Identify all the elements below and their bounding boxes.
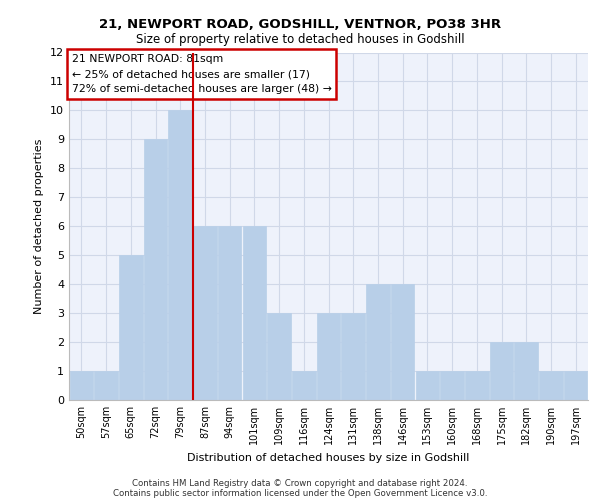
- Bar: [144, 140, 167, 400]
- Bar: [218, 226, 241, 400]
- Bar: [490, 342, 513, 400]
- Bar: [564, 371, 587, 400]
- Text: 21, NEWPORT ROAD, GODSHILL, VENTNOR, PO38 3HR: 21, NEWPORT ROAD, GODSHILL, VENTNOR, PO3…: [99, 18, 501, 30]
- Bar: [440, 371, 464, 400]
- Bar: [341, 313, 365, 400]
- Bar: [391, 284, 415, 400]
- Bar: [169, 110, 192, 400]
- Bar: [268, 313, 291, 400]
- Bar: [514, 342, 538, 400]
- Bar: [193, 226, 217, 400]
- X-axis label: Distribution of detached houses by size in Godshill: Distribution of detached houses by size …: [187, 452, 470, 462]
- Bar: [465, 371, 488, 400]
- Bar: [292, 371, 316, 400]
- Text: Contains HM Land Registry data © Crown copyright and database right 2024.: Contains HM Land Registry data © Crown c…: [132, 478, 468, 488]
- Text: Contains public sector information licensed under the Open Government Licence v3: Contains public sector information licen…: [113, 488, 487, 498]
- Bar: [242, 226, 266, 400]
- Y-axis label: Number of detached properties: Number of detached properties: [34, 138, 44, 314]
- Bar: [119, 255, 143, 400]
- Bar: [539, 371, 563, 400]
- Bar: [94, 371, 118, 400]
- Bar: [366, 284, 389, 400]
- Text: Size of property relative to detached houses in Godshill: Size of property relative to detached ho…: [136, 32, 464, 46]
- Bar: [317, 313, 340, 400]
- Bar: [416, 371, 439, 400]
- Bar: [70, 371, 93, 400]
- Text: 21 NEWPORT ROAD: 81sqm
← 25% of detached houses are smaller (17)
72% of semi-det: 21 NEWPORT ROAD: 81sqm ← 25% of detached…: [71, 54, 331, 94]
